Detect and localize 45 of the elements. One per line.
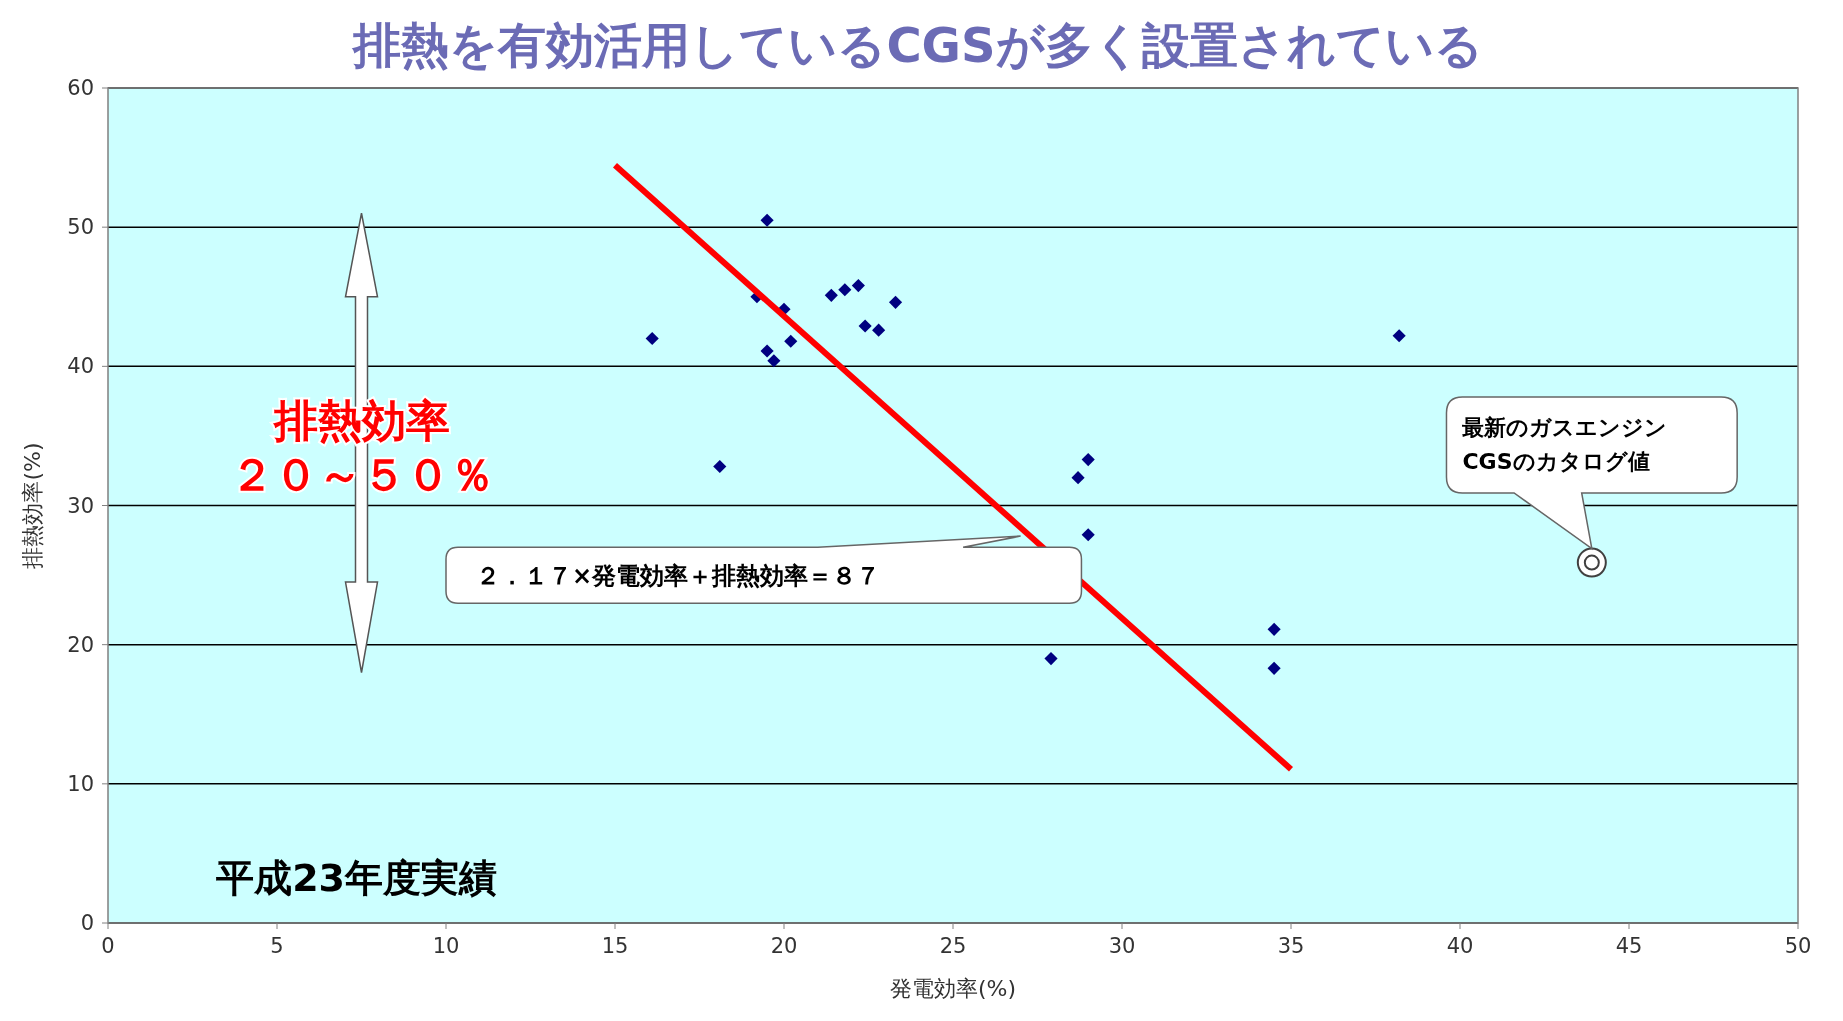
point bbox=[872, 323, 886, 337]
point bbox=[1081, 528, 1095, 542]
y-tick-label: 60 bbox=[67, 76, 94, 100]
y-tick-label: 40 bbox=[67, 354, 94, 379]
x-tick-label: 5 bbox=[270, 934, 284, 958]
annotation: ２０～５０％ bbox=[229, 448, 494, 500]
y-tick-label: 20 bbox=[67, 632, 94, 657]
point bbox=[760, 344, 774, 358]
point bbox=[1576, 547, 1607, 578]
x-tick-label: 45 bbox=[1615, 934, 1643, 958]
annotation: 最新のガスエンジン CGSのカタログ値 bbox=[1461, 414, 1668, 474]
chart-title: 排熱を有効活用しているCGSが多く設置されている bbox=[351, 17, 1483, 73]
y-axis-title: 排熱効率(%) bbox=[20, 442, 45, 569]
x-tick-label: 0 bbox=[101, 934, 115, 958]
x-tick-label: 25 bbox=[939, 934, 967, 958]
x-tick-label: 20 bbox=[770, 934, 798, 958]
point bbox=[1267, 661, 1281, 675]
y-tick-label: 30 bbox=[67, 493, 94, 518]
point bbox=[838, 283, 852, 297]
point bbox=[1044, 652, 1058, 666]
y-tick-label: 10 bbox=[67, 771, 94, 796]
x-tick-label: 15 bbox=[601, 934, 629, 958]
y-tick-label: 0 bbox=[80, 911, 94, 935]
point bbox=[767, 354, 781, 368]
point bbox=[1081, 453, 1095, 467]
point bbox=[645, 331, 659, 346]
point bbox=[858, 319, 872, 333]
x-axis-title: 発電効率(%) bbox=[889, 976, 1017, 1001]
x-tick-label: 35 bbox=[1277, 934, 1305, 958]
annotation: ２．１７×発電効率＋排熱効率＝８７ bbox=[476, 562, 881, 591]
point bbox=[1071, 471, 1085, 485]
point bbox=[851, 279, 865, 293]
point bbox=[713, 459, 727, 474]
x-tick-label: 30 bbox=[1108, 934, 1136, 958]
point bbox=[784, 334, 798, 348]
annotation: 平成23年度実績 bbox=[216, 855, 498, 900]
x-tick-label: 50 bbox=[1784, 934, 1812, 958]
x-tick-label: 40 bbox=[1446, 934, 1474, 958]
point bbox=[1267, 622, 1281, 636]
point bbox=[760, 213, 774, 227]
point bbox=[1392, 329, 1406, 343]
x-tick-label: 10 bbox=[432, 934, 460, 958]
point bbox=[888, 295, 903, 309]
y-tick-label: 50 bbox=[67, 215, 94, 240]
point bbox=[824, 288, 838, 302]
